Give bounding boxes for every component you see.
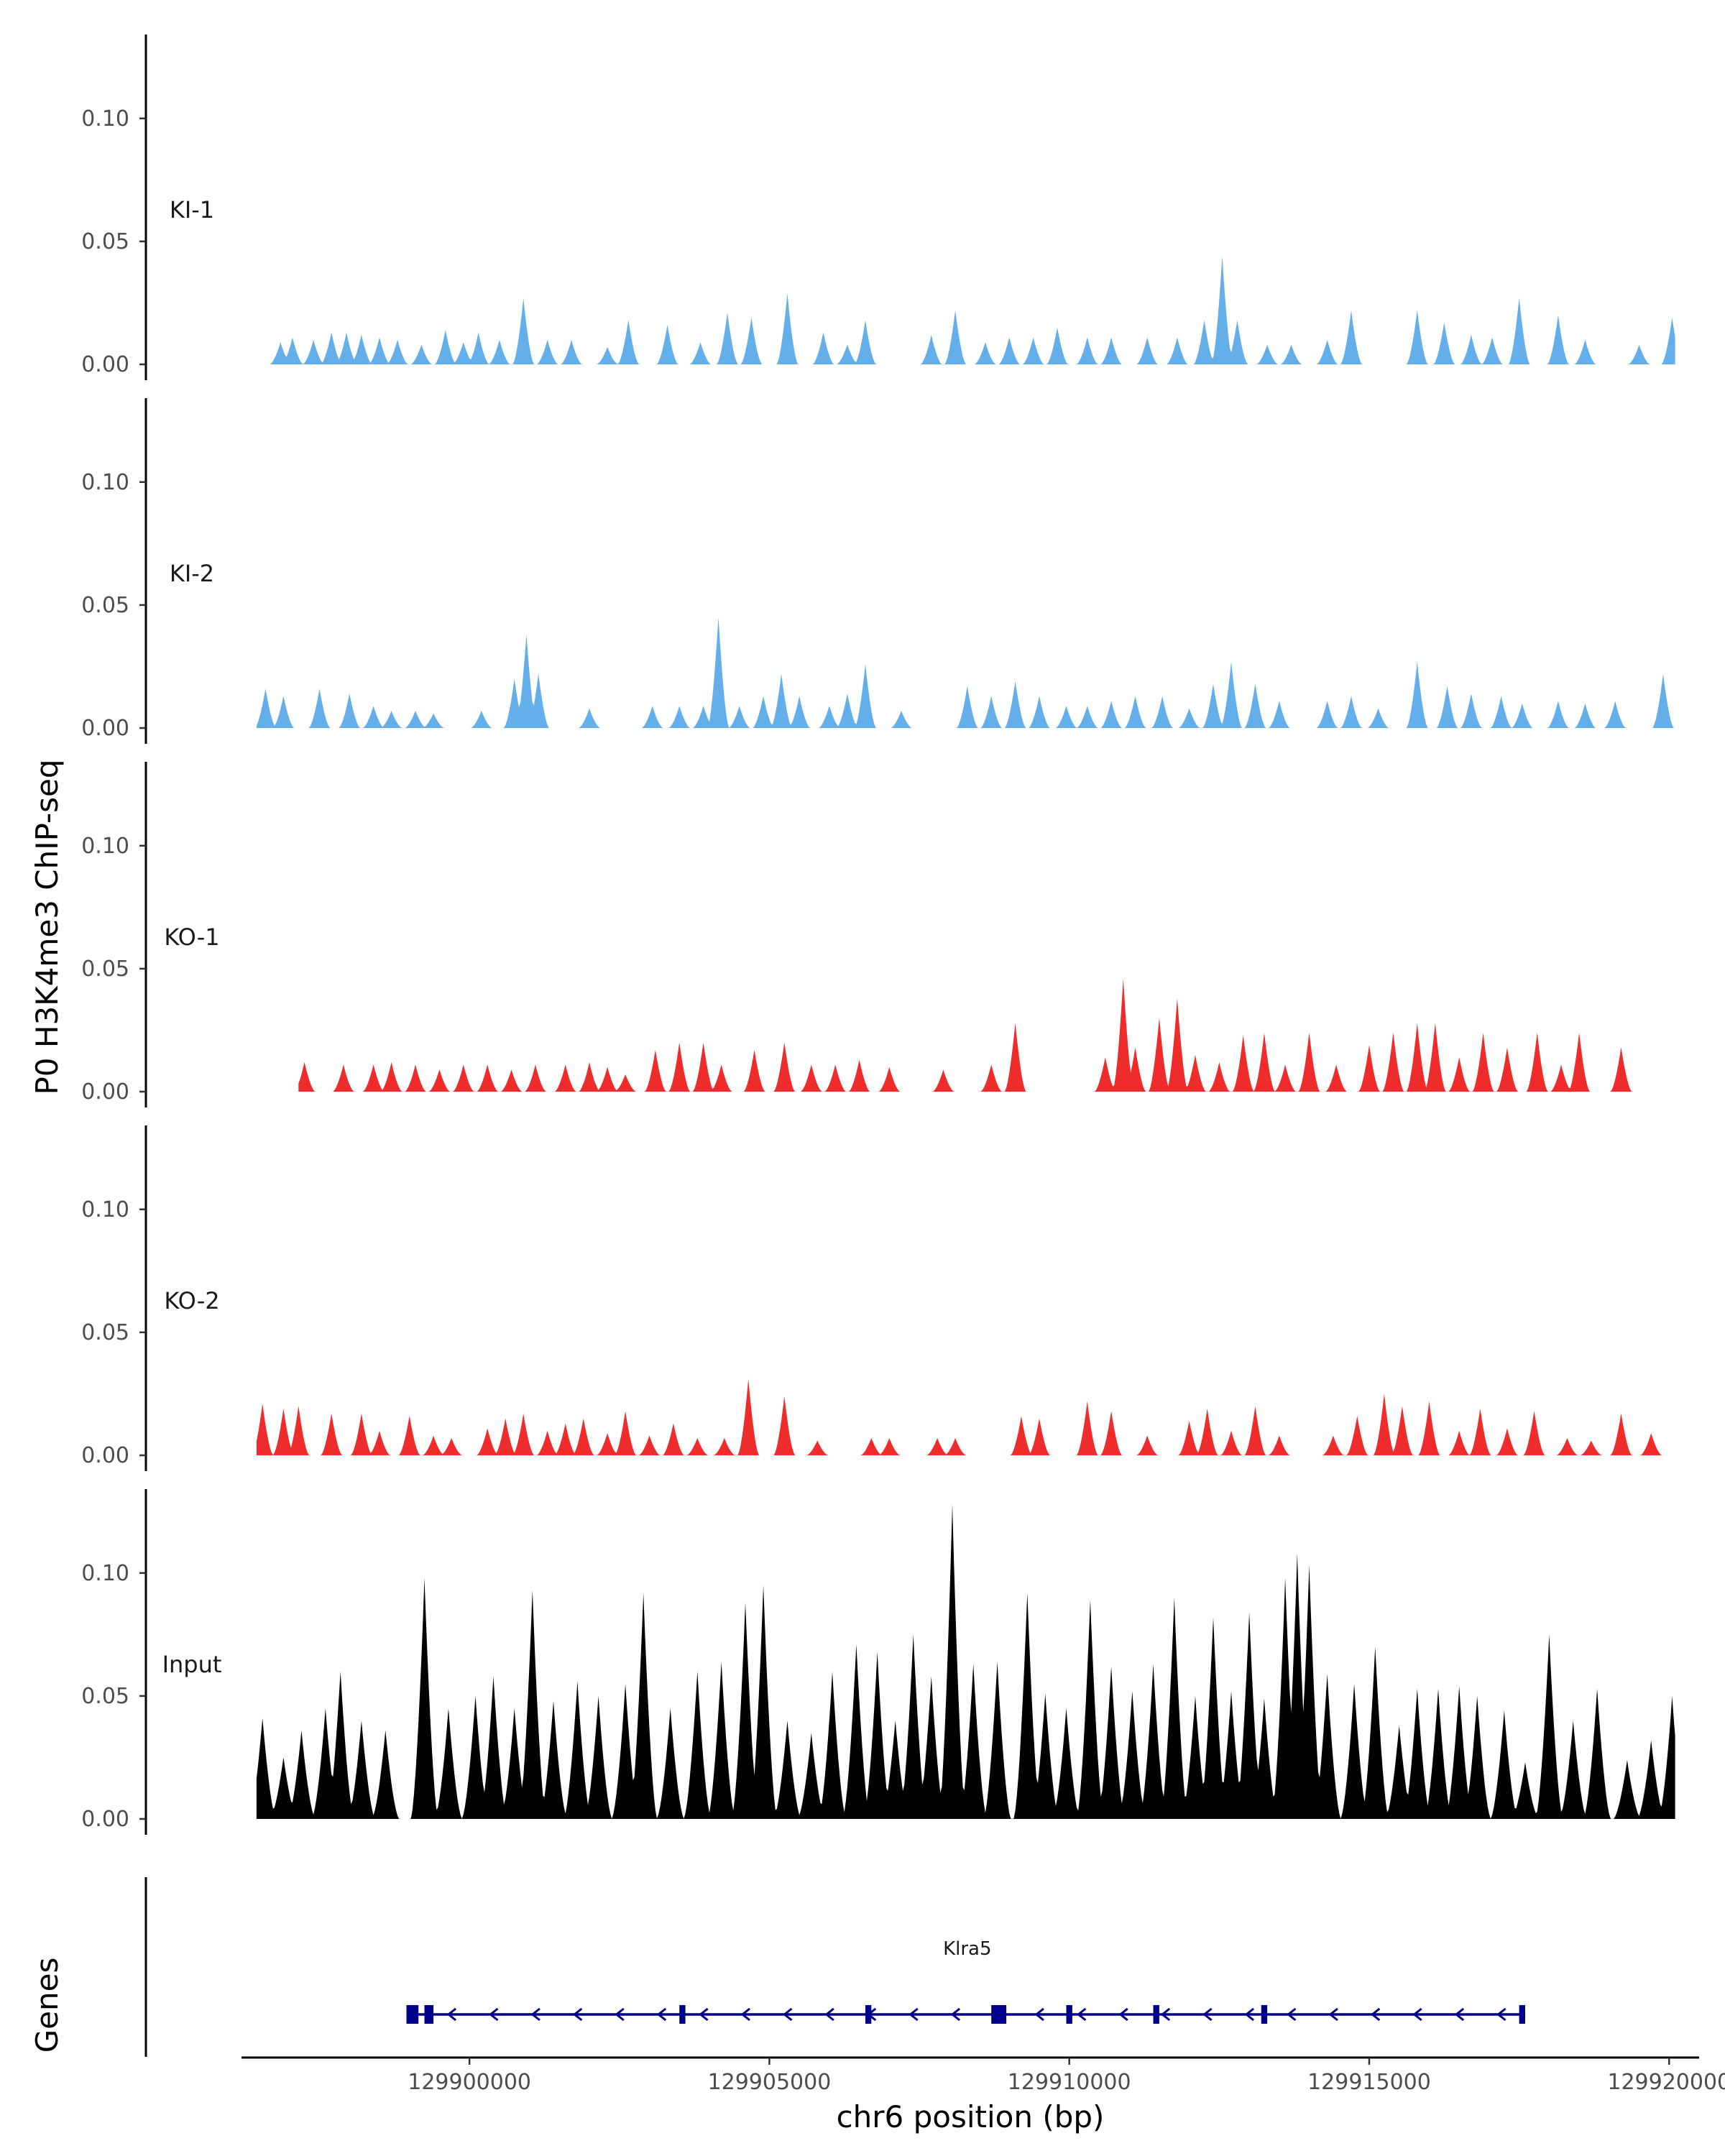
exon-block bbox=[1261, 2005, 1268, 2024]
strand-arrow bbox=[740, 2007, 750, 2022]
panel-ko-1: 0.00 0.05 0.10 KO-1 bbox=[81, 762, 1645, 1107]
track-label: KO-2 bbox=[164, 1287, 219, 1314]
y-tick-label: 0.10 bbox=[81, 1561, 129, 1586]
exon-block bbox=[406, 2005, 419, 2024]
exon-block bbox=[1519, 2005, 1525, 2024]
strand-arrow bbox=[1034, 2007, 1044, 2022]
x-tick-label: 129915000 bbox=[1307, 2070, 1431, 2095]
x-axis-title: chr6 position (bp) bbox=[837, 2099, 1105, 2134]
track-label: KI-2 bbox=[170, 560, 214, 587]
strand-arrow bbox=[1370, 2007, 1381, 2022]
y-axis-title: P0 H3K4me3 ChIP-seq bbox=[29, 759, 65, 1095]
strand-arrow bbox=[530, 2007, 540, 2022]
strand-arrow bbox=[1118, 2007, 1128, 2022]
x-tick-label: 129905000 bbox=[708, 2070, 832, 2095]
strand-arrow bbox=[1454, 2007, 1465, 2022]
panel-ko-2: 0.00 0.05 0.10 KO-2 bbox=[81, 1125, 1673, 1471]
y-tick-label: 0.00 bbox=[81, 1807, 129, 1832]
strand-arrow bbox=[446, 2007, 457, 2022]
strand-arrow bbox=[1287, 2007, 1297, 2022]
strand-arrow bbox=[572, 2007, 583, 2022]
strand-arrow bbox=[656, 2007, 667, 2022]
y-tick-label: 0.05 bbox=[81, 229, 129, 254]
y-tick-label: 0.10 bbox=[81, 834, 129, 859]
strand-arrow bbox=[1202, 2007, 1213, 2022]
strand-arrow bbox=[699, 2007, 709, 2022]
y-tick-label: 0.00 bbox=[81, 1443, 129, 1468]
coverage-panels: 0.00 0.05 0.10 KI-1 0.00 0.05 0.10 KI-2 0.00 0.05… bbox=[81, 34, 1675, 1835]
y-tick-label: 0.10 bbox=[81, 106, 129, 132]
strand-arrow bbox=[1412, 2007, 1422, 2022]
y-tick-label: 0.05 bbox=[81, 593, 129, 618]
y-tick-label: 0.05 bbox=[81, 1320, 129, 1345]
gene-track-label: Genes bbox=[29, 1958, 65, 2053]
y-tick-label: 0.10 bbox=[81, 1197, 129, 1222]
strand-arrow bbox=[950, 2007, 961, 2022]
panel-input: 0.00 0.05 0.10 Input bbox=[81, 1489, 1675, 1835]
strand-arrow bbox=[489, 2007, 499, 2022]
gene-name-label: Klra5 bbox=[943, 1938, 991, 1960]
exon-block bbox=[865, 2005, 872, 2024]
panel-ki-2: 0.00 0.05 0.10 KI-2 bbox=[81, 398, 1675, 744]
exon-block bbox=[1066, 2005, 1072, 2024]
coverage-area-ki-1 bbox=[268, 256, 1675, 364]
panel-ki-1: 0.00 0.05 0.10 KI-1 bbox=[81, 34, 1675, 380]
track-label: KI-1 bbox=[170, 196, 214, 224]
x-tick-label: 129900000 bbox=[408, 2070, 531, 2095]
strand-arrow bbox=[1160, 2007, 1171, 2022]
x-tick-label: 129910000 bbox=[1008, 2070, 1131, 2095]
strand-arrow bbox=[1328, 2007, 1338, 2022]
exon-block bbox=[424, 2005, 434, 2024]
strand-arrow bbox=[615, 2007, 625, 2022]
coverage-area-ko-1 bbox=[298, 978, 1645, 1092]
coverage-area-ki-2 bbox=[256, 617, 1675, 728]
y-tick-label: 0.00 bbox=[81, 1079, 129, 1105]
track-label: KO-1 bbox=[164, 923, 219, 951]
strand-arrow bbox=[783, 2007, 793, 2022]
coverage-area-input bbox=[256, 1504, 1675, 1819]
strand-arrow bbox=[1244, 2007, 1255, 2022]
y-tick-label: 0.00 bbox=[81, 352, 129, 377]
y-tick-label: 0.05 bbox=[81, 957, 129, 982]
exon-block bbox=[679, 2005, 686, 2024]
gene-track: Genes Klra5 bbox=[29, 1877, 1525, 2057]
strand-arrow bbox=[1076, 2007, 1087, 2022]
track-label: Input bbox=[162, 1651, 222, 1678]
y-tick-label: 0.00 bbox=[81, 716, 129, 741]
strand-arrow bbox=[908, 2007, 919, 2022]
y-tick-label: 0.05 bbox=[81, 1684, 129, 1709]
coverage-area-ko-2 bbox=[256, 1378, 1673, 1455]
strand-arrow bbox=[1496, 2007, 1506, 2022]
exon-block bbox=[1153, 2005, 1159, 2024]
x-tick-label: 129920000 bbox=[1607, 2070, 1725, 2095]
y-tick-label: 0.10 bbox=[81, 470, 129, 495]
strand-arrow bbox=[824, 2007, 834, 2022]
exon-block bbox=[991, 2005, 1007, 2024]
x-axis: chr6 position (bp) 129900000 129905000 129… bbox=[242, 2056, 1725, 2134]
